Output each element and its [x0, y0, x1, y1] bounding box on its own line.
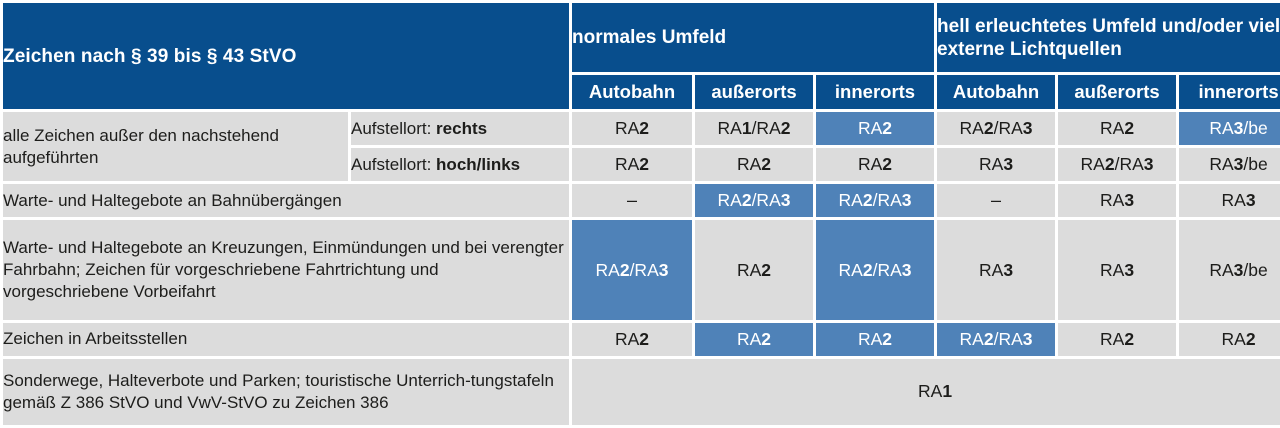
cell-value: RA2	[572, 322, 692, 356]
header-col-normal-ausserorts: außerorts	[695, 75, 813, 110]
cell-value: RA2	[816, 148, 935, 182]
cell-value: RA2/RA3	[937, 112, 1056, 146]
header-col-normal-autobahn: Autobahn	[572, 75, 692, 110]
row-label-bahnuebergaenge: Warte- und Haltegebote an Bahnübergängen	[3, 184, 569, 218]
cell-value: RA3	[1058, 220, 1177, 320]
cell-value: RA2	[695, 148, 813, 182]
table-row: Zeichen in Arbeitsstellen RA2 RA2 RA2 RA…	[3, 322, 1280, 356]
cell-value: RA2/RA3	[1058, 148, 1177, 182]
cell-value: RA2/RA3	[937, 322, 1056, 356]
cell-value: RA1/RA2	[695, 112, 813, 146]
header-group-bright: hell erleuchtetes Umfeld und/oder viele …	[937, 3, 1280, 73]
cell-value: RA2/RA3	[572, 220, 692, 320]
cell-value: RA2	[1058, 322, 1177, 356]
table-row: Aufstellort: hoch/links RA2 RA2 RA2 RA3 …	[3, 148, 1280, 182]
cell-value: RA3	[1058, 184, 1177, 218]
cell-value: –	[937, 184, 1056, 218]
cell-value: –	[572, 184, 692, 218]
cell-value: RA3/be	[1179, 148, 1280, 182]
header-row-title: Zeichen nach § 39 bis § 43 StVO	[3, 3, 569, 110]
cell-value: RA2	[695, 220, 813, 320]
table-row: Sonderwege, Halteverbote und Parken; tou…	[3, 358, 1280, 425]
cell-value: RA2/RA3	[816, 220, 935, 320]
sub-label-aufstellort-rechts: Aufstellort: rechts	[351, 112, 569, 146]
table-row: alle Zeichen außer den nachstehend aufge…	[3, 112, 1280, 182]
sub-label-aufstellort-hoch-links: Aufstellort: hoch/links	[351, 148, 569, 182]
sub-label-strong: hoch/links	[436, 154, 521, 174]
cell-value: RA2	[816, 322, 935, 356]
row-label-arbeitsstellen: Zeichen in Arbeitsstellen	[3, 322, 569, 356]
cell-value: RA2	[1058, 112, 1177, 146]
cell-value-spanned: RA1	[572, 358, 1280, 425]
sub-label-prefix: Aufstellort:	[351, 118, 437, 138]
table-row: Warte- und Haltegebote an Kreuzungen, Ei…	[3, 220, 1280, 320]
header-group-normal: normales Umfeld	[572, 3, 935, 73]
cell-value: RA3	[1179, 184, 1280, 218]
row-label-kreuzungen: Warte- und Haltegebote an Kreuzungen, Ei…	[3, 220, 569, 320]
cell-value: RA2/RA3	[695, 184, 813, 218]
sub-label-prefix: Aufstellort:	[351, 154, 437, 174]
table-row: Warte- und Haltegebote an Bahnübergängen…	[3, 184, 1280, 218]
header-col-bright-ausserorts: außerorts	[1058, 75, 1177, 110]
header-col-bright-autobahn: Autobahn	[937, 75, 1056, 110]
cell-value: RA3/be	[1179, 112, 1280, 146]
cell-value: RA2	[1179, 322, 1280, 356]
cell-value: RA3/be	[1179, 220, 1280, 320]
cell-value: RA2	[572, 148, 692, 182]
sub-label-strong: rechts	[436, 118, 488, 138]
table-header-row-groups: Zeichen nach § 39 bis § 43 StVO normales…	[3, 3, 1280, 110]
cell-value: RA2	[695, 322, 813, 356]
cell-value: RA3	[937, 220, 1056, 320]
table-header-row-columns: Autobahn außerorts innerorts Autobahn au…	[3, 75, 1280, 110]
row-label-sonderwege: Sonderwege, Halteverbote und Parken; tou…	[3, 358, 569, 425]
cell-value: RA2/RA3	[816, 184, 935, 218]
header-col-normal-innerorts: innerorts	[816, 75, 935, 110]
cell-value: RA3	[937, 148, 1056, 182]
header-col-bright-innerorts: innerorts	[1179, 75, 1280, 110]
row-label-alle-zeichen: alle Zeichen außer den nachstehend aufge…	[3, 112, 348, 182]
cell-value: RA2	[572, 112, 692, 146]
cell-value: RA2	[816, 112, 935, 146]
